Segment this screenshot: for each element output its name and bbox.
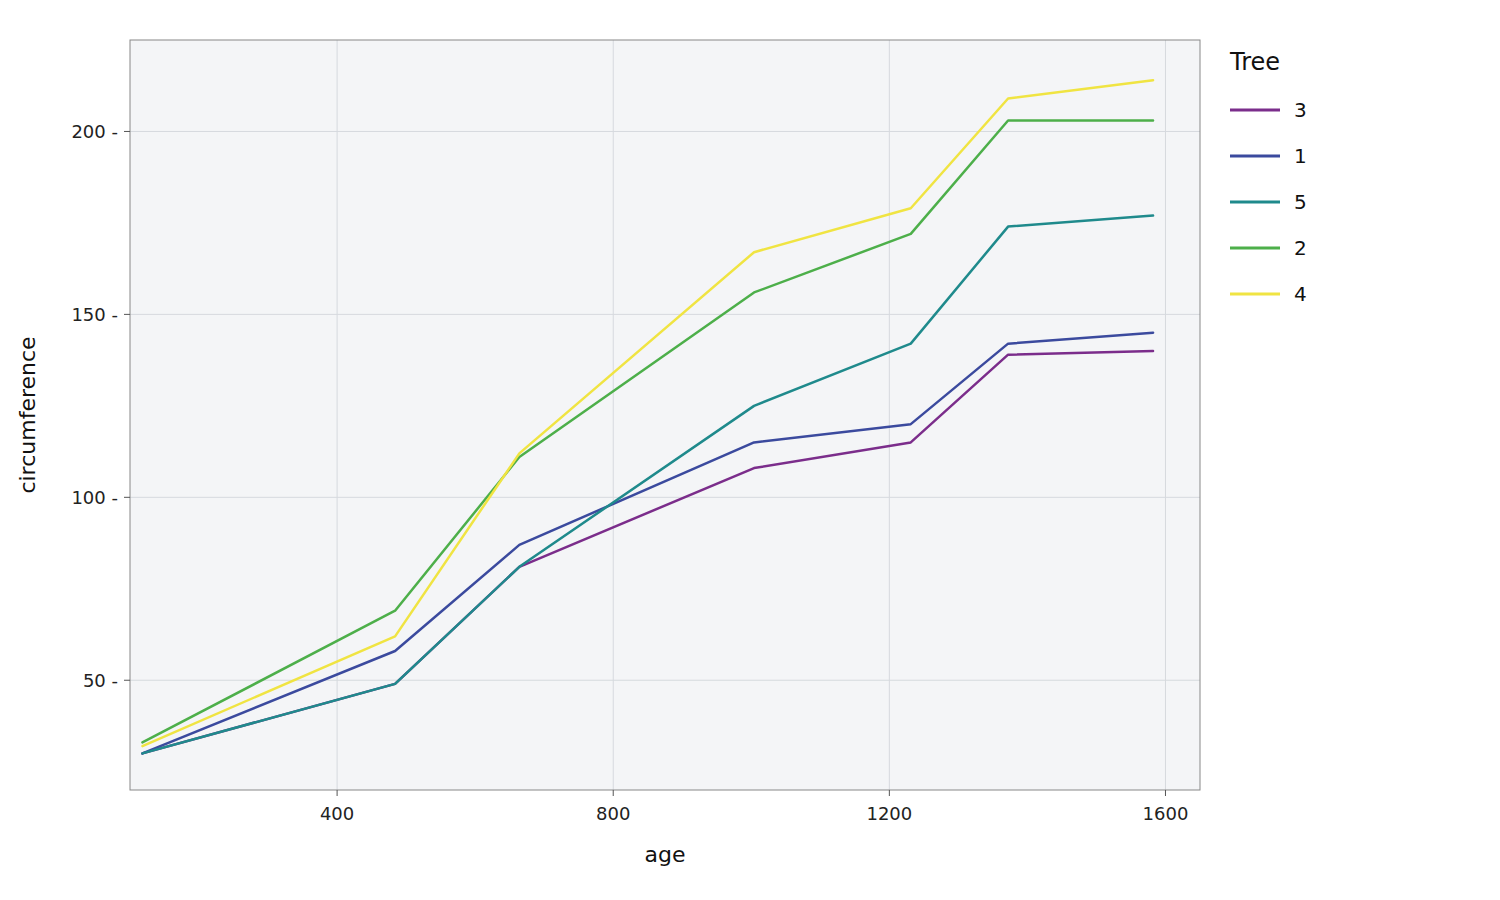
grid-line <box>130 314 1200 315</box>
legend-swatch <box>1230 201 1280 204</box>
legend-swatch <box>1230 155 1280 158</box>
chart: 400 800 1200 1600 50 - 100 - 150 - 200 - age circ… <box>0 0 1500 900</box>
grid-line <box>130 497 1200 498</box>
y-tick <box>124 680 130 681</box>
axes: 400 800 1200 1600 50 - 100 - 150 - 200 - <box>71 121 1188 824</box>
y-tick-label: 200 - <box>71 121 118 142</box>
legend-swatch <box>1230 293 1280 296</box>
grid-line <box>1165 40 1166 790</box>
y-tick <box>124 314 130 315</box>
y-tick <box>124 131 130 132</box>
legend-title: Tree <box>1229 48 1280 76</box>
grid-line <box>130 131 1200 132</box>
legend-label: 3 <box>1294 98 1307 122</box>
legend-label: 2 <box>1294 236 1307 260</box>
legend-label: 1 <box>1294 144 1307 168</box>
grid-line <box>613 40 614 790</box>
y-tick-label: 150 - <box>71 304 118 325</box>
y-axis-label: circumference <box>15 336 40 493</box>
legend-label: 4 <box>1294 282 1307 306</box>
legend-label: 5 <box>1294 190 1307 214</box>
legend-swatch <box>1230 247 1280 250</box>
series-line <box>142 80 1153 746</box>
legend-swatch <box>1230 109 1280 112</box>
plot-background <box>130 40 1200 790</box>
x-tick <box>1165 790 1166 796</box>
x-tick-label: 400 <box>320 803 354 824</box>
x-tick-label: 800 <box>596 803 630 824</box>
x-tick-label: 1200 <box>866 803 912 824</box>
series-line <box>142 216 1153 754</box>
grid <box>130 40 1200 790</box>
x-tick-label: 1600 <box>1143 803 1189 824</box>
legend: Tree 3 1 5 2 4 <box>1229 48 1307 306</box>
series-line <box>142 120 1153 742</box>
grid-line <box>889 40 890 790</box>
y-tick-label: 50 - <box>83 670 118 691</box>
x-tick <box>889 790 890 796</box>
series-lines <box>142 80 1153 753</box>
grid-line <box>337 40 338 790</box>
series-line <box>142 333 1153 754</box>
plot-frame <box>130 40 1200 790</box>
y-tick <box>124 497 130 498</box>
x-tick <box>337 790 338 796</box>
y-tick-label: 100 - <box>71 487 118 508</box>
x-tick <box>613 790 614 796</box>
x-axis-label: age <box>645 842 686 867</box>
